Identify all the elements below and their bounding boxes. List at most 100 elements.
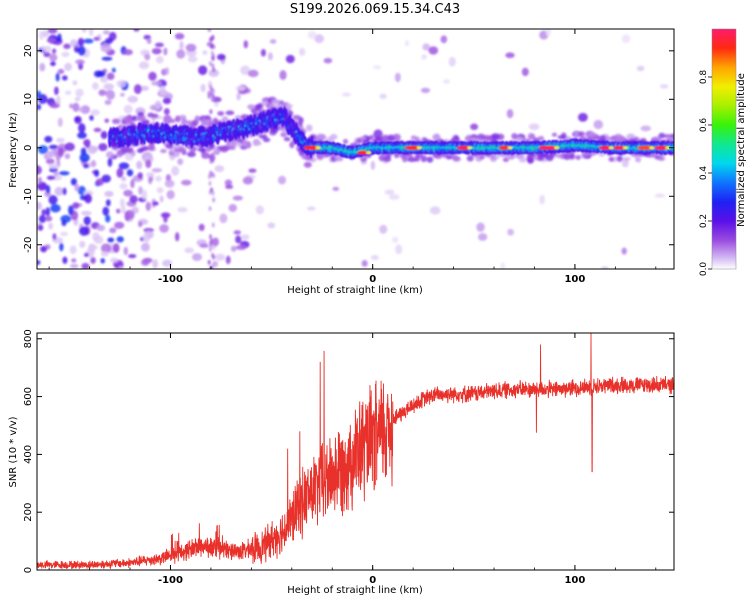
colorbar-ticks: 0.0 0.2 0.4 0.6 0.8 [699,70,712,276]
spectrogram-halo-blob [374,136,384,142]
spectrogram-halo-blob [285,104,293,109]
spectrogram-noise-blob [52,233,57,241]
spectrogram-noise-blob [54,186,64,196]
spectrogram-noise-blob [59,242,64,252]
spectrogram-noise-blob [51,48,57,54]
spectrogram-x-tick-label: 100 [564,274,585,285]
spectrogram-noise-blob [47,29,58,34]
spectrogram-hot-spot-edge [366,151,372,155]
spectrogram-noise-blob [56,95,61,105]
spectrogram-y-tick-label: 10 [23,93,34,106]
spectrogram-noise-blob [621,247,627,255]
spectrogram-noise-blob [104,118,110,123]
spectrogram-noise-blob [93,127,102,133]
spectrogram-noise-blob [48,144,59,150]
spectrogram-hot-spot [357,150,369,155]
spectrogram-halo-blob [205,115,211,120]
spectrogram-halo-blob [136,148,144,154]
spectrogram-halo-blob [305,124,313,132]
spectrogram-noise-blob [83,216,91,226]
spectrogram-halo-blob [658,132,666,139]
spectrogram-halo-blob [178,147,187,153]
spectrogram-noise-blob [129,195,138,204]
spectrogram-noise-blob [123,246,129,256]
spectrogram-noise-blob [130,179,135,189]
spectrogram-noise-blob [93,36,100,41]
spectrogram-noise-blob [539,194,545,205]
spectrogram-noise-blob [75,59,85,65]
spectrogram-noise-blob [269,39,277,44]
spectrogram-noise-blob [341,92,352,97]
spectrogram-hot-spot-edge [608,146,614,150]
spectrogram-noise-blob [89,114,94,121]
spectrogram-noise-blob [101,56,113,61]
spectrogram-noise-blob [219,213,228,224]
spectrogram-streak-blob [208,246,212,252]
spectrogram-halo-blob [482,134,491,140]
snr-y-tick-label: 800 [23,329,34,348]
spectrogram-noise-blob [243,40,249,49]
spectrogram-noise-blob [80,105,91,114]
spectrogram-noise-blob [593,119,604,130]
spectrogram-noise-blob [69,103,74,109]
spectrogram-noise-blob [361,260,368,267]
spectrogram-noise-blob [152,201,159,206]
spectrogram-noise-blob [191,253,203,262]
spectrogram-halo-blob [511,132,518,140]
spectrogram-noise-blob [395,244,403,255]
spectrogram-halo-blob [414,154,421,162]
spectrogram-streak-blob [210,36,214,42]
spectrogram-noise-blob [545,29,552,37]
spectrogram-halo-blob [382,134,389,142]
spectrogram-hot-spot-edge [467,146,473,150]
spectrogram-noise-blob [98,143,108,152]
spectrogram-streak-blob [207,29,211,32]
spectrogram-x-label: Height of straight line (km) [287,285,423,296]
spectrogram-halo-blob [225,110,235,116]
spectrogram-halo-blob [581,151,590,157]
spectrogram-streak-blob [211,222,215,228]
spectrogram-noise-blob [528,123,540,131]
spectrogram-halo-blob [142,145,150,151]
spectrogram-noise-blob [92,231,100,242]
spectrogram-noise-blob [42,30,50,38]
spectrogram-noise-blob [100,243,112,254]
spectrogram-halo-blob [452,155,460,161]
spectrogram-halo-blob [614,133,623,141]
spectrogram-noise-blob [57,33,62,43]
spectrogram-noise-blob [37,260,41,265]
spectrogram-noise-blob [37,104,42,110]
spectrogram-noise-blob [109,227,117,234]
spectrogram-noise-blob [79,226,90,236]
spectrogram-noise-blob [440,35,448,44]
spectrogram-noise-blob [123,49,133,56]
spectrogram-halo-blob [392,133,401,141]
spectrogram-noise-blob [62,256,68,264]
spectrogram-halo-blob [262,137,271,143]
spectrogram-halo-blob [301,154,307,160]
spectrogram-noise-blob [133,29,140,32]
spectrogram-noise-blob [200,83,206,93]
snr-y-tick-label: 400 [23,445,34,464]
spectrogram-noise-blob [180,179,192,186]
spectrogram-noise-blob [72,102,80,113]
spectrogram-halo-blob [616,155,623,162]
spectrogram-ridge [108,106,674,160]
spectrogram-halo-blob [527,133,535,140]
spectrogram-noise-blob [621,34,631,44]
spectrogram-noise-blob [78,45,86,56]
spectrogram-noise-blob [61,220,67,227]
spectrogram-noise-blob [136,160,143,170]
spectrogram-noise-blob [133,84,142,95]
spectrogram-streak-blob [208,60,212,66]
spectrogram-noise-blob [81,262,90,269]
spectrogram-halo-blob [359,136,367,141]
spectrogram-noise-blob [100,257,106,264]
spectrogram-noise-blob [384,189,395,195]
spectrogram-noise-blob [216,53,226,61]
spectrogram-noise-blob [81,210,92,216]
spectrogram-hot-spot [544,145,557,150]
spectrogram-noise-blob [115,208,121,214]
spectrogram-noise-blob [93,70,103,78]
spectrogram-noise-blob [101,174,111,183]
